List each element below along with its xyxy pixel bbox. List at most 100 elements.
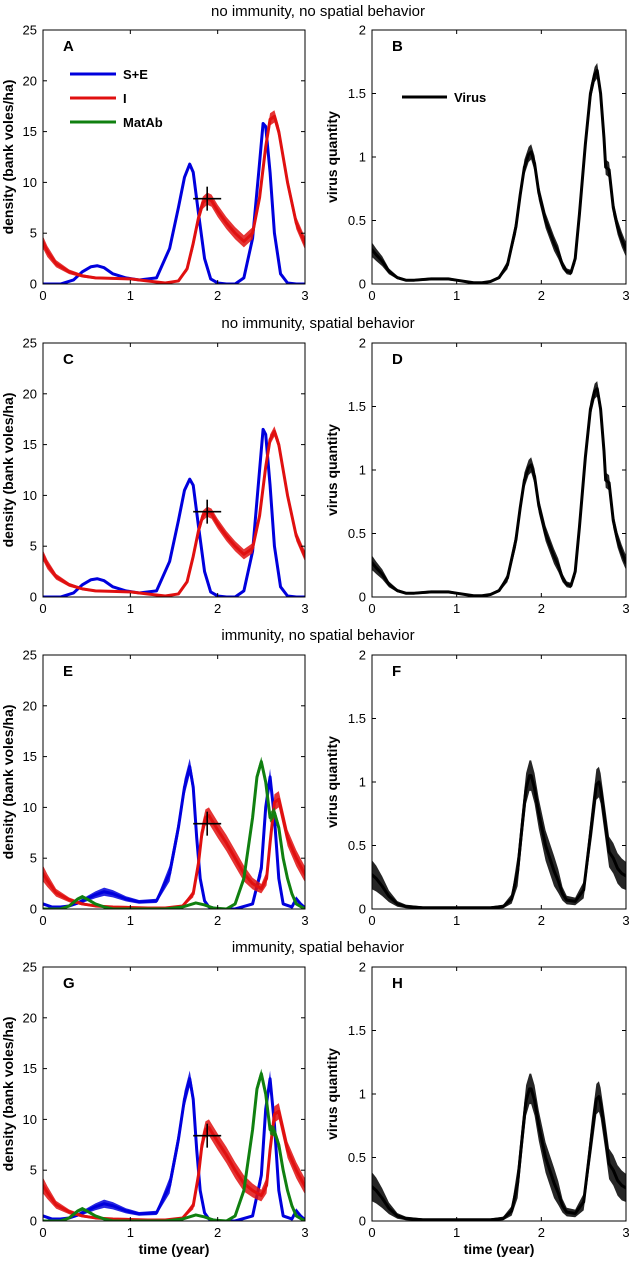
legend: Virus — [402, 90, 486, 105]
series-group — [372, 760, 626, 909]
series-band-virus — [372, 1073, 626, 1221]
x-tick-label: 2 — [214, 601, 221, 616]
data-marker-plus — [193, 1123, 222, 1148]
y-tick-label: 0.5 — [348, 526, 366, 541]
y-tick-label: 25 — [23, 336, 37, 351]
panel-letter: C — [63, 351, 74, 368]
y-axis-label: density (bank voles/ha) — [0, 80, 16, 235]
x-tick-label: 1 — [127, 913, 134, 928]
axes-frame — [42, 29, 306, 285]
x-tick-label: 0 — [368, 288, 375, 303]
x-axis-label: time (year) — [464, 1241, 535, 1257]
panel-letter: A — [63, 38, 74, 55]
series-line-virus — [372, 1087, 626, 1221]
y-tick-label: 2 — [359, 648, 366, 663]
series-band-i — [43, 110, 305, 284]
series-line-se — [43, 427, 305, 597]
legend-label: I — [123, 91, 127, 106]
panel-c: 0 1 2 3 0 5 10 15 20 25 density (bank voles/ha) C — [0, 336, 309, 617]
y-tick-label: 1.5 — [348, 86, 366, 101]
x-tick-label: 3 — [301, 913, 308, 928]
x-tick-label: 3 — [301, 601, 308, 616]
y-axis-label: virus quantity — [324, 736, 340, 828]
axes-frame — [42, 966, 306, 1222]
y-tick-label: 0 — [359, 590, 366, 605]
x-tick-label: 2 — [538, 288, 545, 303]
y-tick-label: 0 — [359, 902, 366, 917]
y-tick-label: 2 — [359, 23, 366, 38]
series-line-se — [43, 1077, 305, 1221]
y-tick-label: 1.5 — [348, 711, 366, 726]
series-group — [372, 381, 626, 597]
y-axis-label: density (bank voles/ha) — [0, 1017, 16, 1172]
y-tick-label: 20 — [23, 698, 37, 713]
x-tick-label: 3 — [301, 288, 308, 303]
panel-letter: B — [392, 38, 403, 55]
axes-frame — [371, 966, 627, 1222]
x-tick-label: 0 — [368, 913, 375, 928]
x-tick-label: 2 — [538, 1225, 545, 1240]
x-tick-label: 1 — [453, 1225, 460, 1240]
y-tick-label: 5 — [30, 539, 37, 554]
panel-e: 0 1 2 3 0 5 10 15 20 25 density (bank voles/ha) E — [0, 648, 309, 929]
y-tick-label: 0.5 — [348, 213, 366, 228]
axes-frame — [42, 654, 306, 910]
row-title: no immunity, spatial behavior — [221, 315, 414, 332]
y-tick-label: 1 — [359, 775, 366, 790]
series-line-i — [43, 114, 305, 284]
y-tick-label: 20 — [23, 73, 37, 88]
y-tick-label: 5 — [30, 851, 37, 866]
panel-letter: H — [392, 975, 403, 992]
panel-g: 0 1 2 3 0 5 10 15 20 25 density (bank voles/ha) tim… — [0, 960, 309, 1258]
x-tick-label: 3 — [622, 1225, 629, 1240]
y-tick-label: 1 — [359, 463, 366, 478]
panel-d: 0 1 2 3 0 0.5 1 1.5 2 virus quantity D — [324, 336, 630, 617]
y-tick-label: 10 — [23, 1112, 37, 1127]
x-tick-label: 2 — [538, 601, 545, 616]
series-line-virus — [372, 387, 626, 597]
y-tick-label: 20 — [23, 386, 37, 401]
panel-letter: D — [392, 351, 403, 368]
y-tick-label: 1.5 — [348, 399, 366, 414]
series-band-virus — [372, 760, 626, 909]
series-group — [372, 1073, 626, 1221]
series-group — [43, 1068, 305, 1221]
x-tick-label: 0 — [368, 601, 375, 616]
y-tick-label: 1 — [359, 150, 366, 165]
x-tick-label: 2 — [538, 913, 545, 928]
axes-frame — [42, 342, 306, 598]
x-tick-label: 1 — [127, 601, 134, 616]
y-tick-label: 1 — [359, 1087, 366, 1102]
y-tick-label: 10 — [23, 800, 37, 815]
x-tick-label: 0 — [39, 288, 46, 303]
y-tick-label: 5 — [30, 226, 37, 241]
y-tick-label: 25 — [23, 648, 37, 663]
y-tick-label: 15 — [23, 124, 37, 139]
y-axis-label: virus quantity — [324, 424, 340, 516]
y-tick-label: 0 — [359, 1214, 366, 1229]
y-tick-label: 10 — [23, 488, 37, 503]
y-tick-label: 15 — [23, 437, 37, 452]
series-line-virus — [372, 69, 626, 284]
x-tick-label: 2 — [214, 288, 221, 303]
x-tick-label: 2 — [214, 1225, 221, 1240]
row-title: immunity, spatial behavior — [232, 939, 404, 956]
x-tick-label: 3 — [622, 288, 629, 303]
panel-h: 0 1 2 3 0 0.5 1 1.5 2 virus quantity time (year) H — [324, 960, 630, 1258]
x-tick-label: 0 — [39, 601, 46, 616]
y-tick-label: 0.5 — [348, 838, 366, 853]
series-group — [372, 63, 626, 284]
legend-label: MatAb — [123, 115, 163, 130]
panel-b: 0 1 2 3 0 0.5 1 1.5 2 virus quantity B Virus — [324, 23, 630, 304]
x-tick-label: 0 — [39, 913, 46, 928]
x-tick-label: 1 — [127, 288, 134, 303]
series-group — [43, 426, 305, 597]
series-band-virus — [372, 381, 626, 597]
legend-label: S+E — [123, 67, 148, 82]
axes-frame — [371, 654, 627, 910]
y-tick-label: 0 — [30, 590, 37, 605]
y-tick-label: 1.5 — [348, 1023, 366, 1038]
series-group — [43, 756, 305, 909]
y-tick-label: 20 — [23, 1010, 37, 1025]
